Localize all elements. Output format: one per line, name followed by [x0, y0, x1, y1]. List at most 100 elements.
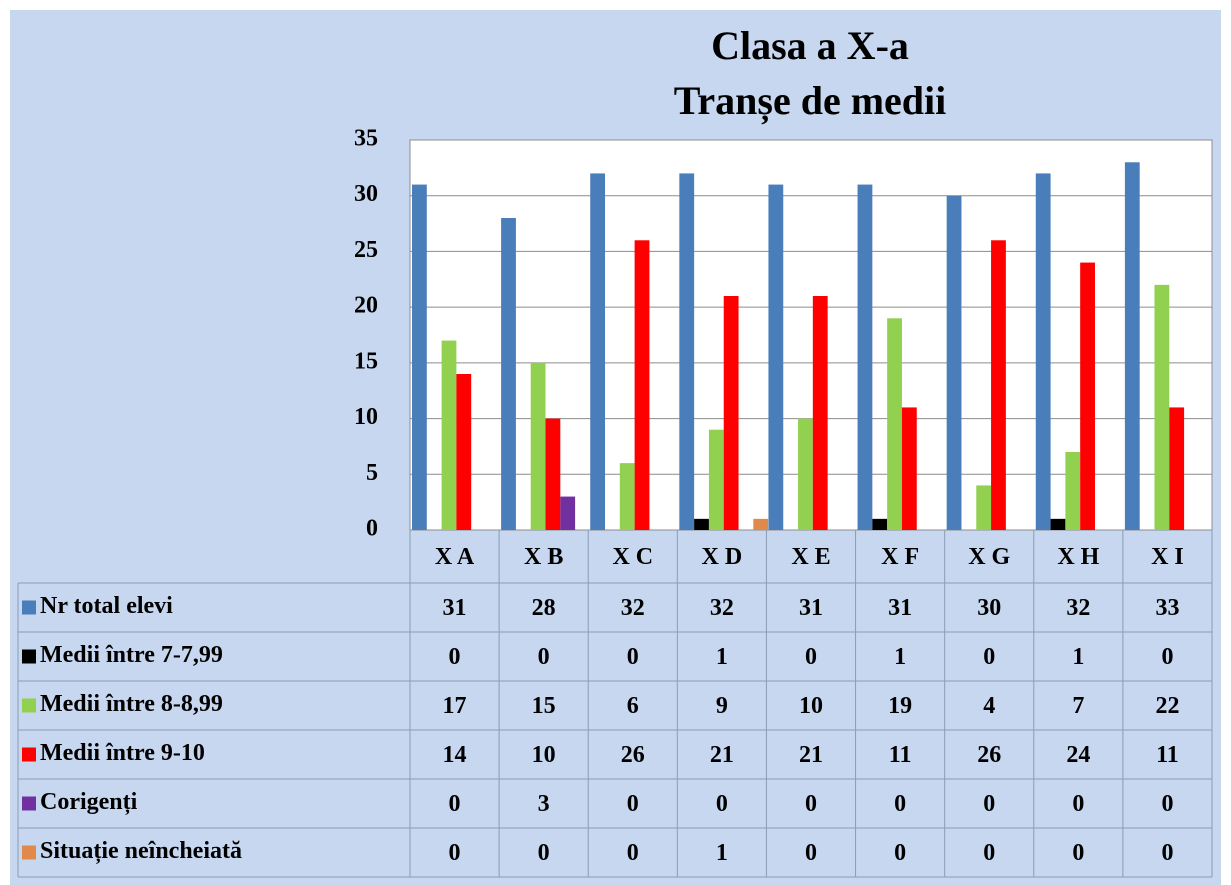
legend-key	[22, 747, 36, 762]
table-cell: 0	[894, 791, 906, 817]
bar	[694, 518, 709, 530]
table-cell: 0	[627, 840, 639, 866]
bar	[1124, 162, 1140, 531]
table-cell: 0	[1072, 840, 1084, 866]
table-cell: 1	[716, 644, 728, 670]
bar	[946, 195, 962, 530]
table-cell: 21	[799, 742, 823, 768]
x-tick-label: X H	[1057, 544, 1099, 570]
legend-label: Nr total elevi	[40, 593, 173, 619]
table-cell: 7	[1072, 693, 1084, 719]
table-cell: 0	[983, 840, 995, 866]
table-cell: 0	[1161, 840, 1173, 866]
table-cell: 9	[716, 693, 728, 719]
table-cell: 1	[1072, 644, 1084, 670]
table-cell: 31	[443, 595, 467, 621]
bar	[1080, 262, 1095, 530]
y-tick-label: 15	[354, 348, 378, 374]
legend-key	[22, 698, 36, 713]
chart-subtitle: Tranșe de medii	[674, 78, 947, 124]
table-cell: 0	[805, 791, 817, 817]
bar	[1035, 173, 1051, 530]
bar	[1169, 407, 1185, 530]
table-cell: 0	[627, 644, 639, 670]
table-cell: 11	[889, 742, 912, 768]
chart-title: Clasa a X-a	[711, 23, 909, 68]
legend-label: Situație neîncheiată	[40, 838, 242, 864]
legend-key	[22, 796, 36, 811]
legend-label: Corigenți	[40, 789, 138, 815]
bar	[679, 173, 695, 530]
y-tick-label: 35	[354, 126, 378, 152]
table-cell: 0	[449, 791, 461, 817]
table-cell: 10	[799, 693, 823, 719]
table-cell: 31	[888, 595, 912, 621]
table-cell: 26	[621, 742, 645, 768]
table-cell: 33	[1155, 595, 1179, 621]
y-tick-label: 30	[354, 181, 378, 207]
table-cell: 0	[449, 840, 461, 866]
table-cell: 32	[1066, 595, 1090, 621]
bar	[857, 184, 873, 531]
bar	[441, 340, 457, 530]
table-cell: 0	[1072, 791, 1084, 817]
table-cell: 10	[532, 742, 556, 768]
legend-label: Medii între 8-8,99	[40, 691, 223, 717]
x-tick-label: X A	[435, 544, 475, 570]
table-cell: 6	[627, 693, 639, 719]
table-cell: 1	[894, 644, 906, 670]
bar	[590, 173, 606, 530]
table-cell: 15	[532, 693, 556, 719]
bar	[798, 418, 813, 530]
x-tick-label: X E	[791, 544, 830, 570]
legend-label: Medii între 9-10	[40, 740, 205, 766]
table-cell: 24	[1066, 742, 1090, 768]
bar	[887, 318, 902, 530]
y-tick-label: 5	[366, 460, 378, 486]
table-cell: 0	[805, 644, 817, 670]
bar	[768, 184, 784, 531]
table-cell: 11	[1156, 742, 1179, 768]
legend-key	[22, 600, 36, 615]
legend-key	[22, 845, 36, 860]
bar	[753, 518, 769, 530]
bar	[412, 184, 427, 531]
table-cell: 31	[799, 595, 823, 621]
table-cell: 17	[443, 693, 467, 719]
table-cell: 0	[1161, 644, 1173, 670]
bar	[1065, 452, 1081, 530]
bar	[991, 240, 1006, 531]
table-cell: 0	[538, 644, 550, 670]
bar	[619, 463, 635, 530]
table-cell: 0	[627, 791, 639, 817]
table-cell: 0	[716, 791, 728, 817]
bar	[1154, 284, 1170, 530]
y-tick-label: 10	[354, 404, 378, 430]
table-cell: 21	[710, 742, 734, 768]
y-tick-label: 0	[366, 516, 378, 542]
table-cell: 1	[716, 840, 728, 866]
bar	[560, 496, 576, 530]
table-cell: 0	[894, 840, 906, 866]
bar	[812, 296, 828, 530]
table-cell: 32	[710, 595, 734, 621]
table-cell: 0	[983, 644, 995, 670]
bar	[872, 518, 888, 530]
x-tick-label: X D	[702, 544, 743, 570]
table-cell: 4	[983, 693, 995, 719]
table-cell: 14	[443, 742, 467, 768]
y-tick-label: 25	[354, 237, 378, 263]
bar	[901, 407, 917, 530]
y-tick-label: 20	[354, 293, 378, 319]
table-cell: 22	[1155, 693, 1179, 719]
bar	[530, 362, 546, 530]
table-cell: 3	[538, 791, 550, 817]
x-tick-label: X C	[612, 544, 653, 570]
x-tick-label: X I	[1151, 544, 1184, 570]
bar	[456, 374, 472, 530]
table-cell: 32	[621, 595, 645, 621]
bar	[708, 429, 724, 530]
x-tick-label: X B	[524, 544, 563, 570]
bar	[976, 485, 992, 530]
